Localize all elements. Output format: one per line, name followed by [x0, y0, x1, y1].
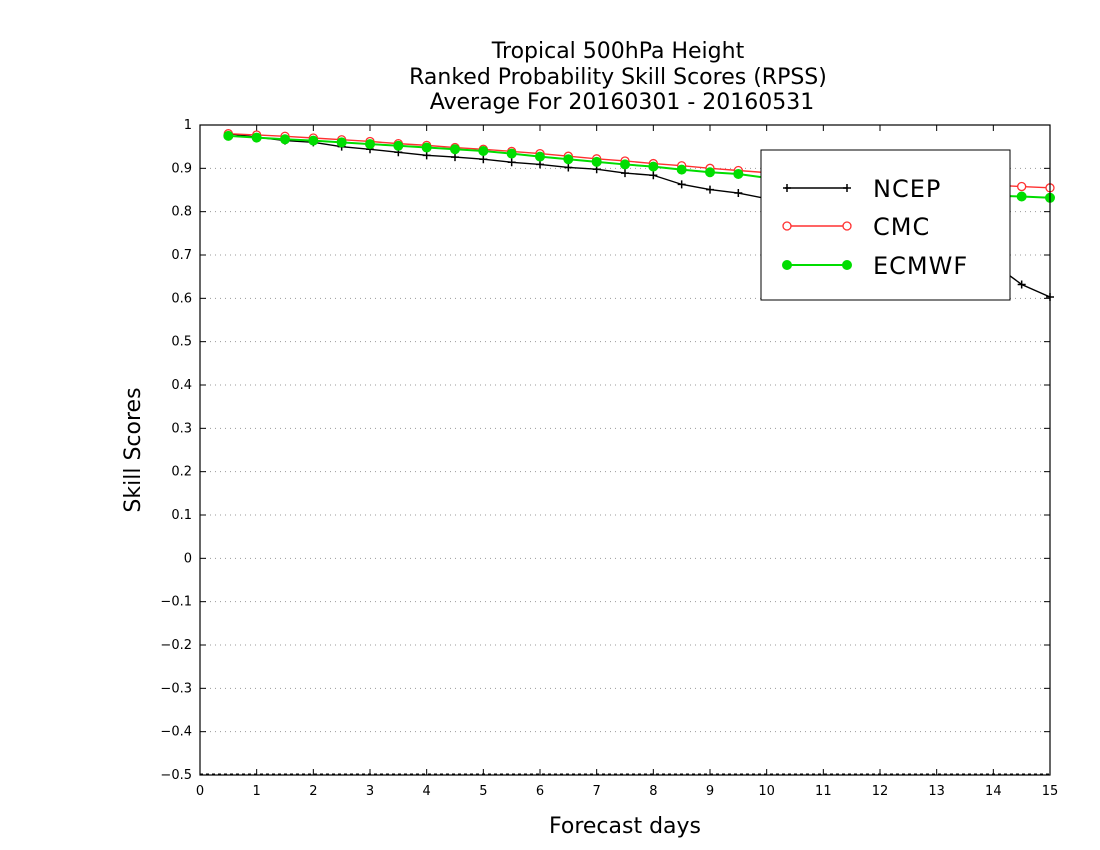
- data-point-ncep: [734, 189, 743, 198]
- y-axis-ticks: −0.5 −0.4 −0.3 −0.2 −0.1 0 0.1 0.2 0.3 0.4 0.5 0.6 0…: [160, 118, 1050, 783]
- legend-item-cmc: CMC: [782, 213, 930, 241]
- y-tick-label: 0.8: [171, 205, 192, 220]
- data-point-ecmwf: [478, 146, 489, 156]
- y-tick-label: 0.5: [171, 335, 192, 350]
- x-tick-label: 7: [593, 784, 601, 799]
- y-tick-label: 0.7: [171, 248, 192, 263]
- legend-label-cmc: CMC: [873, 213, 930, 241]
- y-tick-label: −0.2: [160, 638, 192, 653]
- data-point-ncep: [621, 169, 629, 178]
- legend-label-ecmwf: ECMWF: [873, 252, 968, 280]
- legend-label-ncep: NCEP: [873, 175, 941, 203]
- data-point-ncep: [1017, 280, 1026, 289]
- plot-frame: [199, 124, 1051, 776]
- chart-title: Tropical 500hPa Height Ranked Probabilit…: [409, 39, 827, 115]
- y-tick-label: 1: [184, 118, 192, 133]
- y-tick-label: 0.1: [171, 508, 192, 523]
- data-point-ecmwf: [733, 168, 744, 179]
- x-axis-ticks: 0 1 2 3 4 5 6 7 8 9 10 11 12 13 14 15: [196, 125, 1058, 799]
- x-tick-label: 9: [706, 784, 714, 799]
- y-tick-label: 0.2: [171, 465, 192, 480]
- data-point-ecmwf: [393, 140, 404, 151]
- data-point-ncep: [706, 185, 714, 194]
- data-point-ncep: [536, 160, 544, 169]
- x-tick-label: 11: [815, 784, 832, 799]
- x-tick-label: 3: [366, 784, 374, 799]
- data-point-ncep: [564, 163, 573, 172]
- data-point-ecmwf: [251, 132, 262, 143]
- y-tick-label: 0.3: [171, 421, 192, 436]
- data-point-ecmwf: [223, 130, 234, 141]
- data-point-ncep: [479, 155, 488, 164]
- x-tick-label: 12: [872, 784, 889, 799]
- data-point-ecmwf: [450, 144, 460, 155]
- x-tick-label: 4: [423, 784, 431, 799]
- data-point-ecmwf: [506, 148, 517, 159]
- data-point-ncep: [451, 153, 459, 162]
- data-point-ncep: [649, 171, 658, 180]
- y-axis-label: Skill Scores: [121, 387, 146, 512]
- y-tick-label: −0.4: [160, 725, 192, 740]
- data-point-ecmwf: [365, 139, 375, 150]
- data-point-ecmwf: [308, 135, 319, 146]
- x-tick-label: 6: [536, 784, 544, 799]
- title-line-2: Ranked Probability Skill Scores (RPSS): [409, 65, 827, 90]
- x-tick-label: 1: [253, 784, 261, 799]
- data-point-ncep: [422, 151, 431, 160]
- legend-marker-ecmwf: [842, 260, 852, 270]
- y-tick-label: −0.1: [160, 595, 192, 610]
- title-line-3: Average For 20160301 - 20160531: [430, 90, 815, 115]
- title-line-1: Tropical 500hPa Height: [491, 39, 745, 64]
- data-point-ecmwf: [336, 137, 347, 148]
- y-tick-label: 0.6: [171, 291, 192, 306]
- data-point-ecmwf: [421, 142, 432, 153]
- data-point-ecmwf: [1016, 191, 1027, 202]
- y-tick-label: 0.9: [171, 161, 192, 176]
- x-tick-label: 0: [196, 784, 204, 799]
- legend-box: [760, 149, 1011, 301]
- y-tick-label: 0: [184, 551, 192, 566]
- y-tick-label: −0.5: [160, 768, 192, 783]
- x-tick-label: 2: [309, 784, 317, 799]
- data-point-ecmwf: [591, 156, 602, 167]
- legend-marker-cmc: [842, 221, 852, 231]
- data-point-ecmwf: [563, 154, 574, 165]
- data-point-ncep: [507, 158, 516, 167]
- legend-marker-cmc: [782, 221, 792, 231]
- x-tick-label: 8: [649, 784, 657, 799]
- data-point-ecmwf: [280, 134, 290, 145]
- x-axis-label: Forecast days: [549, 814, 701, 839]
- data-point-cmc: [1017, 181, 1027, 192]
- x-tick-label: 15: [1042, 784, 1059, 799]
- x-tick-label: 14: [985, 784, 1002, 799]
- legend-item-ecmwf: ECMWF: [782, 252, 968, 280]
- legend: NCEP CMC ECMWF: [760, 149, 1011, 301]
- data-point-ecmwf: [648, 161, 659, 172]
- legend-marker-ecmwf: [782, 260, 792, 270]
- legend-marker-ncep: [783, 184, 791, 192]
- data-point-ecmwf: [676, 164, 687, 175]
- x-tick-label: 10: [758, 784, 775, 799]
- x-tick-label: 13: [928, 784, 945, 799]
- legend-marker-ncep: [843, 184, 851, 192]
- y-tick-label: −0.3: [160, 681, 192, 696]
- data-point-ncep: [677, 180, 686, 189]
- x-tick-label: 5: [479, 784, 487, 799]
- data-point-ecmwf: [620, 159, 630, 170]
- data-point-ecmwf: [705, 167, 715, 178]
- legend-item-ncep: NCEP: [783, 175, 941, 203]
- data-point-ecmwf: [535, 151, 545, 162]
- y-tick-label: 0.4: [171, 378, 192, 393]
